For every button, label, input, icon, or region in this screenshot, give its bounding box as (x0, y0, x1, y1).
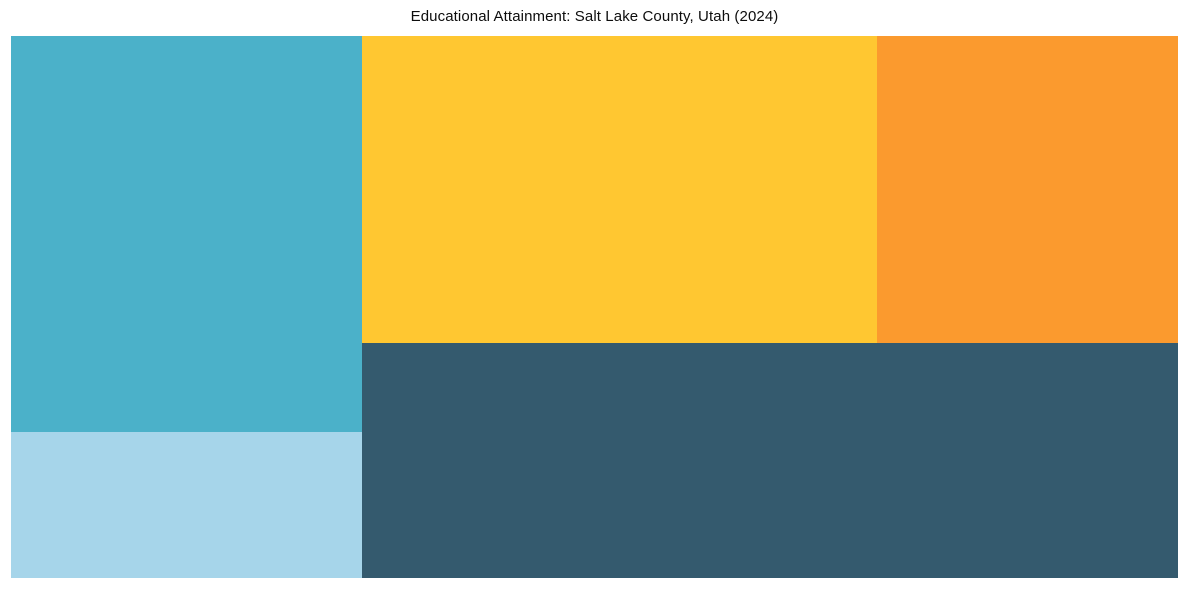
treemap-plot-area: 25.6 25 14.6 25.9 8.9 (11, 36, 1178, 578)
treemap-tile-4[interactable]: 25.9 (362, 343, 1178, 578)
treemap-tile-1[interactable]: 25.6 (11, 36, 362, 432)
treemap-tile-3[interactable]: 14.6 (877, 36, 1178, 343)
treemap-tile-2[interactable]: 25 (362, 36, 877, 343)
chart-title: Educational Attainment: Salt Lake County… (410, 8, 779, 25)
treemap-tile-5[interactable]: 8.9 (11, 432, 362, 578)
